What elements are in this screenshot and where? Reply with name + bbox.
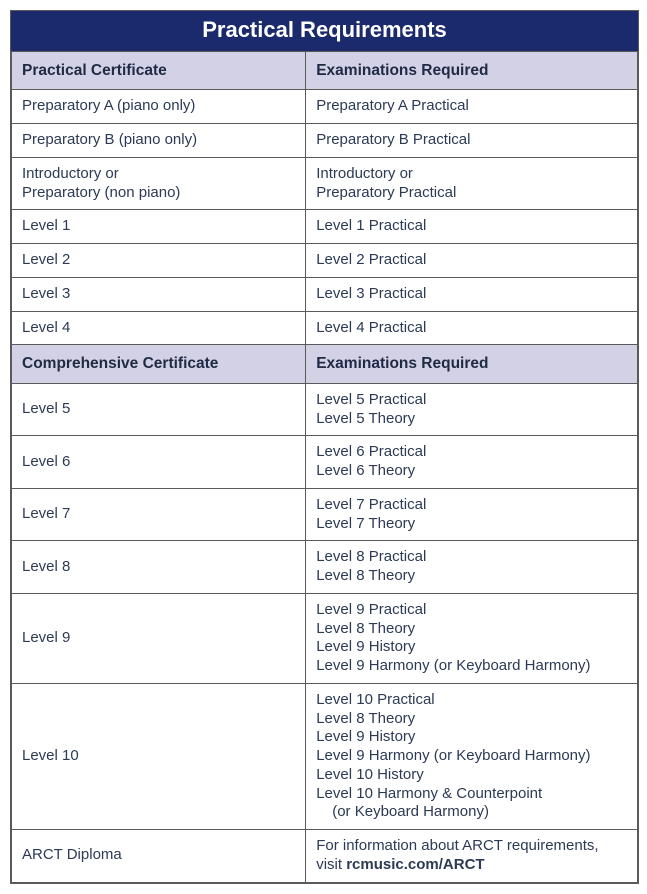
arct-row: ARCT DiplomaFor information about ARCT r… [12,830,638,883]
practical-row: Level 4Level 4 Practical [12,311,638,345]
exam-cell: Level 9 PracticalLevel 8 TheoryLevel 9 H… [306,593,638,683]
cert-cell: Level 5 [12,383,306,436]
cert-cell: Level 1 [12,210,306,244]
cert-cell: Level 8 [12,541,306,594]
practical-row: Introductory orPreparatory (non piano)In… [12,157,638,210]
comprehensive-row: Level 8Level 8 PracticalLevel 8 Theory [12,541,638,594]
requirements-panel: Practical Requirements Practical Certifi… [10,10,639,884]
comprehensive-row: Level 10Level 10 PracticalLevel 8 Theory… [12,683,638,829]
header-cert: Practical Certificate [12,52,306,90]
cert-cell: Introductory orPreparatory (non piano) [12,157,306,210]
requirements-table: Practical CertificateExaminations Requir… [11,51,638,883]
practical-row: Preparatory B (piano only)Preparatory B … [12,124,638,158]
exam-cell: Introductory orPreparatory Practical [306,157,638,210]
exam-cell: Level 1 Practical [306,210,638,244]
header-exam: Examinations Required [306,345,638,383]
exam-cell: Preparatory B Practical [306,124,638,158]
header-cert: Comprehensive Certificate [12,345,306,383]
cert-cell: Level 9 [12,593,306,683]
exam-cell: Level 4 Practical [306,311,638,345]
cert-cell: Level 7 [12,488,306,541]
cert-cell: Level 4 [12,311,306,345]
practical-row: Level 3Level 3 Practical [12,277,638,311]
exam-cell: Preparatory A Practical [306,90,638,124]
comprehensive-row: Level 7Level 7 PracticalLevel 7 Theory [12,488,638,541]
exam-cell: For information about ARCT requirements,… [306,830,638,883]
practical-row: Preparatory A (piano only)Preparatory A … [12,90,638,124]
exam-cell: Level 2 Practical [306,244,638,278]
section-comprehensive-header: Comprehensive CertificateExaminations Re… [12,345,638,383]
cert-cell: Preparatory B (piano only) [12,124,306,158]
header-exam: Examinations Required [306,52,638,90]
comprehensive-row: Level 6Level 6 PracticalLevel 6 Theory [12,436,638,489]
cert-cell: ARCT Diploma [12,830,306,883]
exam-cell: Level 5 PracticalLevel 5 Theory [306,383,638,436]
cert-cell: Level 6 [12,436,306,489]
exam-cell: Level 8 PracticalLevel 8 Theory [306,541,638,594]
practical-row: Level 2Level 2 Practical [12,244,638,278]
exam-cell: Level 10 PracticalLevel 8 TheoryLevel 9 … [306,683,638,829]
section-practical-header: Practical CertificateExaminations Requir… [12,52,638,90]
comprehensive-row: Level 9Level 9 PracticalLevel 8 TheoryLe… [12,593,638,683]
comprehensive-row: Level 5Level 5 PracticalLevel 5 Theory [12,383,638,436]
panel-title: Practical Requirements [11,11,638,51]
cert-cell: Preparatory A (piano only) [12,90,306,124]
exam-cell: Level 3 Practical [306,277,638,311]
exam-cell: Level 7 PracticalLevel 7 Theory [306,488,638,541]
cert-cell: Level 10 [12,683,306,829]
cert-cell: Level 2 [12,244,306,278]
arct-link: rcmusic.com/ARCT [346,856,484,873]
practical-row: Level 1Level 1 Practical [12,210,638,244]
exam-cell: Level 6 PracticalLevel 6 Theory [306,436,638,489]
cert-cell: Level 3 [12,277,306,311]
